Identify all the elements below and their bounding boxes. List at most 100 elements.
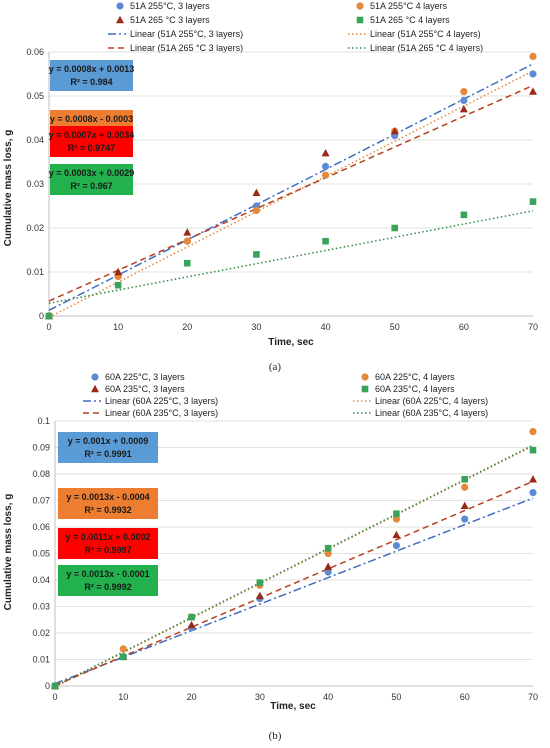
caption-a: (a) (269, 361, 282, 373)
legend-label: 60A 235°C, 3 layers (105, 384, 185, 394)
legend-marker (116, 2, 124, 10)
x-tick-label: 50 (391, 692, 401, 702)
equation-text: y = 0.0013x - 0.0004 (66, 492, 149, 502)
tick-labels-b: 0 0.01 0.02 0.03 0.04 0.05 0.06 0.07 0.08 0.09 0.1… (32, 416, 538, 702)
legend-trendline-label: Linear (51A 255°C, 3 layers) (130, 29, 243, 39)
data-point (183, 237, 191, 245)
r-squared-text: R² = 0.9997 (84, 545, 131, 555)
data-points-b (51, 428, 537, 690)
x-tick-label: 0 (52, 692, 57, 702)
data-point (321, 149, 330, 157)
data-point (255, 591, 264, 600)
equation-text: y = 0.0008x + 0.0013 (49, 64, 135, 74)
legend-marker (91, 373, 99, 381)
data-point (529, 87, 537, 95)
equation-box (50, 60, 133, 91)
trendlines-a (48, 63, 534, 318)
data-point (459, 105, 468, 113)
x-tick-label: 30 (255, 692, 265, 702)
data-point (253, 251, 260, 258)
legend-label: 51A 265 °C 4 layers (370, 15, 450, 25)
tick-labels-a: 0 0.01 0.02 0.03 0.04 0.05 0.06 0 10 20 30 40 50 60 70 (26, 47, 538, 332)
data-point (324, 562, 333, 570)
equation-box (58, 528, 158, 559)
legend-trendline-label: Linear (60A 235°C, 4 layers) (375, 408, 488, 418)
x-tick-label: 50 (390, 322, 400, 332)
data-point (324, 544, 332, 552)
trendlines-b (54, 444, 534, 688)
data-point (321, 171, 330, 179)
x-tick-label: 20 (182, 322, 192, 332)
x-axis-label-a: Time, sec (268, 337, 314, 348)
x-axis-label-b: Time, sec (270, 701, 316, 712)
y-tick-label: 0.06 (26, 47, 44, 57)
legend-trendline-label: Linear (51A 265 °C 3 layers) (130, 43, 243, 53)
x-tick-label: 40 (323, 692, 333, 702)
legend-marker (356, 2, 364, 10)
data-point (460, 211, 468, 219)
legend-label: 51A 255°C 4 layers (370, 1, 448, 11)
data-point (460, 96, 468, 104)
data-point (119, 653, 127, 661)
trendline (54, 480, 534, 687)
y-tick-label: 0.04 (32, 575, 50, 585)
trendline (54, 497, 534, 685)
trendline (48, 70, 534, 318)
axes-b (54, 421, 533, 687)
axes-a (48, 52, 533, 317)
y-tick-label: 0.07 (32, 496, 50, 506)
trendline (48, 84, 534, 302)
x-tick-label: 20 (187, 692, 197, 702)
data-point (460, 501, 469, 509)
x-tick-label: 70 (528, 692, 538, 702)
data-point (321, 162, 330, 170)
y-tick-label: 0.01 (26, 267, 44, 277)
data-point (529, 475, 537, 483)
data-point (461, 483, 469, 491)
trendline (48, 210, 534, 304)
equation-box (58, 488, 158, 519)
data-point (188, 613, 195, 621)
chart-a: 51A 255°C, 3 layers Linear (51A 255°C, 3 … (3, 1, 538, 373)
y-tick-label: 0.08 (32, 469, 50, 479)
y-gridlines-a (49, 51, 533, 273)
r-squared-text: R² = 0.9747 (68, 143, 115, 153)
equation-box (50, 164, 133, 195)
r-squared-text: R² = 0.984 (70, 77, 112, 87)
legend-label: 51A 265 °C 3 layers (130, 15, 210, 25)
legend-label: 51A 255°C, 3 layers (130, 1, 210, 11)
legend-a: 51A 255°C, 3 layers Linear (51A 255°C, 3 … (108, 1, 483, 53)
legend-trendline-label: Linear (51A 265 °C 4 layers) (370, 43, 483, 53)
data-point (324, 568, 332, 576)
y-tick-label: 0.03 (26, 179, 44, 189)
data-point (324, 549, 332, 558)
y-tick-label: 0.06 (32, 522, 50, 532)
data-point (114, 281, 122, 289)
y-tick-label: 0.01 (32, 655, 50, 665)
data-point (461, 515, 469, 523)
legend-trendline-label: Linear (51A 255°C 4 layers) (370, 29, 481, 39)
equation-boxes-b: y = 0.001x + 0.0009 R² = 0.9991 y = 0.0013… (58, 432, 158, 596)
caption-b: (b) (269, 730, 282, 742)
data-point (529, 52, 537, 61)
trendline (54, 444, 534, 687)
data-point (322, 237, 329, 245)
legend-marker (361, 373, 369, 381)
chart-b: 60A 225°C, 3 layers Linear (60A 225°C, 3 … (3, 372, 538, 742)
legend-b: 60A 225°C, 3 layers Linear (60A 225°C, 3 … (83, 372, 488, 418)
data-point (256, 579, 264, 586)
data-point (183, 228, 192, 236)
equation-text: y = 0.001x + 0.0009 (68, 436, 149, 446)
data-point (392, 530, 401, 539)
data-point (252, 206, 261, 214)
data-point (529, 198, 537, 205)
data-point (529, 488, 537, 497)
y-tick-label: 0.09 (32, 443, 50, 453)
data-point (529, 70, 537, 78)
data-point (390, 127, 399, 135)
x-tick-label: 40 (321, 322, 331, 332)
legend-trendline-label: Linear (60A 225°C, 3 layers) (105, 396, 218, 406)
data-point (51, 682, 59, 690)
y-tick-label: 0.05 (32, 549, 50, 559)
trendline (48, 63, 534, 311)
